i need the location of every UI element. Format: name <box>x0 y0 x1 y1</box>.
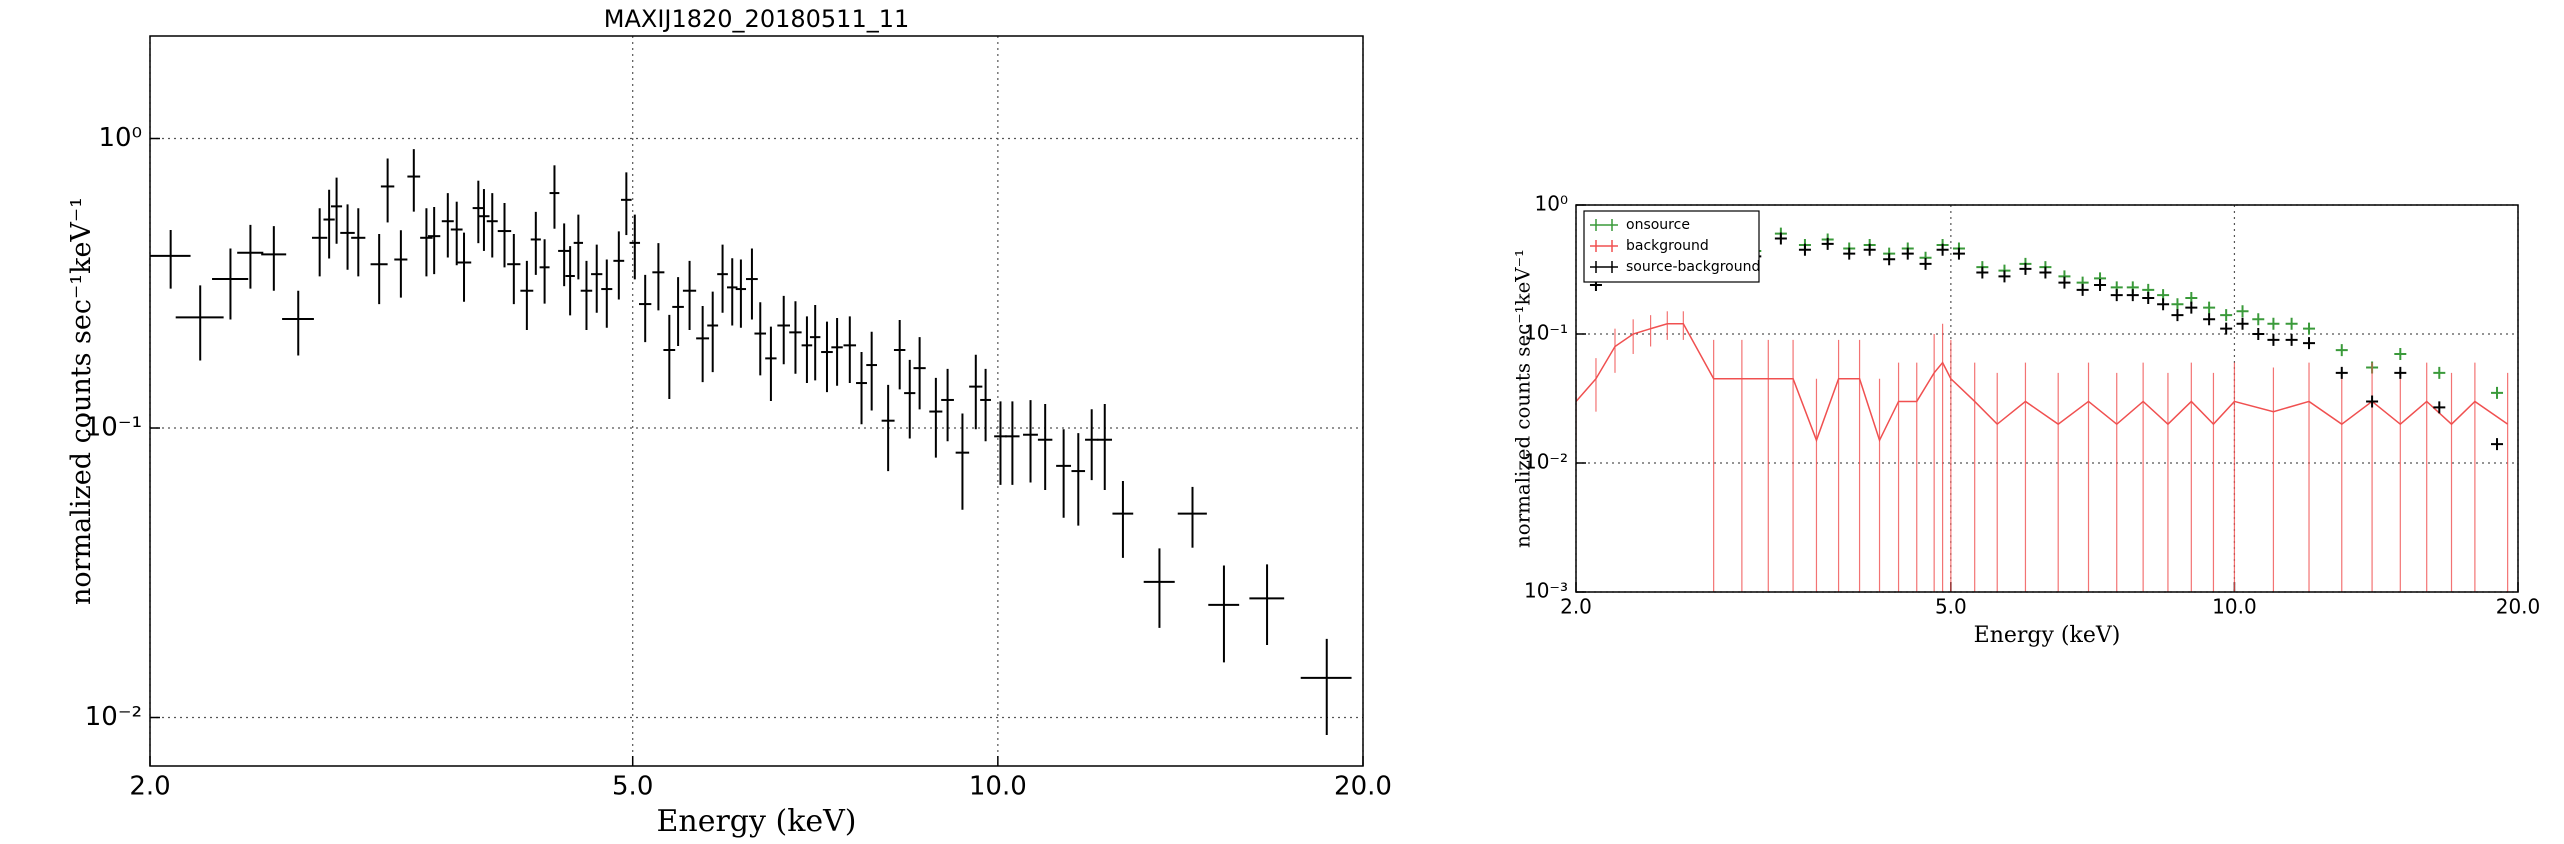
axes-frame <box>149 35 1364 767</box>
marker <box>2220 309 2233 322</box>
marker <box>2220 322 2233 335</box>
marker <box>2171 309 2184 322</box>
y-tick-label: 10⁰ <box>98 123 142 153</box>
y-tick-label: 10⁻¹ <box>85 413 142 443</box>
marker <box>2058 276 2071 289</box>
marker <box>1774 232 1787 245</box>
marker <box>2236 305 2249 318</box>
marker <box>2303 337 2316 350</box>
x-tick-label: 2.0 <box>1560 595 1592 619</box>
marker <box>2394 366 2407 379</box>
marker <box>2076 283 2089 296</box>
marker <box>2433 366 2446 379</box>
marker <box>2285 317 2298 330</box>
plot-area <box>1576 227 2509 592</box>
y-tick-label: 10⁻² <box>1524 450 1568 474</box>
y-tick-label: 10⁻¹ <box>1524 321 1568 345</box>
x-axis-label: Energy (keV) <box>1974 623 2121 648</box>
x-tick-label: 10.0 <box>2212 595 2257 619</box>
x-tick-label: 5.0 <box>612 771 653 801</box>
x-tick-label: 5.0 <box>1935 595 1967 619</box>
marker <box>2267 333 2280 346</box>
marker <box>1883 253 1896 266</box>
marker <box>1863 243 1876 256</box>
marker <box>1919 257 1932 270</box>
x-tick-label: 20.0 <box>2496 595 2541 619</box>
marker <box>2303 322 2316 335</box>
marker <box>2094 278 2107 291</box>
marker <box>2491 438 2504 451</box>
marker <box>1843 247 1856 260</box>
marker <box>2157 298 2170 311</box>
y-tick-label: 10⁻³ <box>1524 579 1568 603</box>
legend-marker <box>1590 240 1618 252</box>
x-axis-label: Energy (keV) <box>656 804 856 839</box>
marker <box>1952 247 1965 260</box>
x-tick-label: 2.0 <box>129 771 170 801</box>
y-axis-label: normalized counts sec⁻¹keV⁻¹ <box>1512 249 1535 548</box>
chart: Energy (keV) normalized counts sec⁻¹keV⁻¹… <box>1512 192 2541 649</box>
x-tick-label: 20.0 <box>1334 771 1392 801</box>
marker <box>2433 401 2446 414</box>
chart: MAXIJ1820_20180511_11 Energy (keV) normali… <box>66 5 1392 839</box>
marker <box>2126 289 2139 302</box>
legend-label: source-background <box>1626 259 1760 275</box>
marker <box>1901 247 1914 260</box>
marker <box>2394 347 2407 360</box>
marker <box>2285 333 2298 346</box>
marker <box>2236 317 2249 330</box>
axes-frame <box>1575 204 2519 593</box>
marker <box>1798 243 1811 256</box>
y-tick-label: 10⁻² <box>85 702 142 732</box>
marker <box>2366 395 2379 408</box>
marker <box>2335 344 2348 357</box>
y-axis-label: normalized counts sec⁻¹keV⁻¹ <box>66 197 97 605</box>
y-tick-label: 10⁰ <box>1535 192 1568 216</box>
legend-marker <box>1590 219 1618 231</box>
legend-marker <box>1590 261 1618 273</box>
marker <box>2142 292 2155 305</box>
legend-label: onsource <box>1626 217 1690 233</box>
marker <box>2110 289 2123 302</box>
legend: onsource background source-background <box>1583 210 1760 283</box>
marker <box>2203 301 2216 314</box>
marker <box>1998 270 2011 283</box>
marker <box>1936 243 1949 256</box>
marker <box>2039 266 2052 279</box>
marker <box>2019 262 2032 275</box>
series-line <box>1576 323 2509 443</box>
marker <box>1821 237 1834 250</box>
marker <box>2171 298 2184 311</box>
chart-title: MAXIJ1820_20180511_11 <box>604 5 910 33</box>
marker <box>2491 386 2504 399</box>
marker <box>2203 313 2216 326</box>
plot-area <box>150 149 1352 736</box>
marker <box>2335 366 2348 379</box>
marker <box>2252 328 2265 340</box>
marker <box>2252 313 2265 326</box>
legend-label: background <box>1626 238 1709 254</box>
x-tick-label: 10.0 <box>969 771 1027 801</box>
marker <box>2267 317 2280 330</box>
marker <box>2185 301 2198 314</box>
marker <box>1976 266 1989 279</box>
